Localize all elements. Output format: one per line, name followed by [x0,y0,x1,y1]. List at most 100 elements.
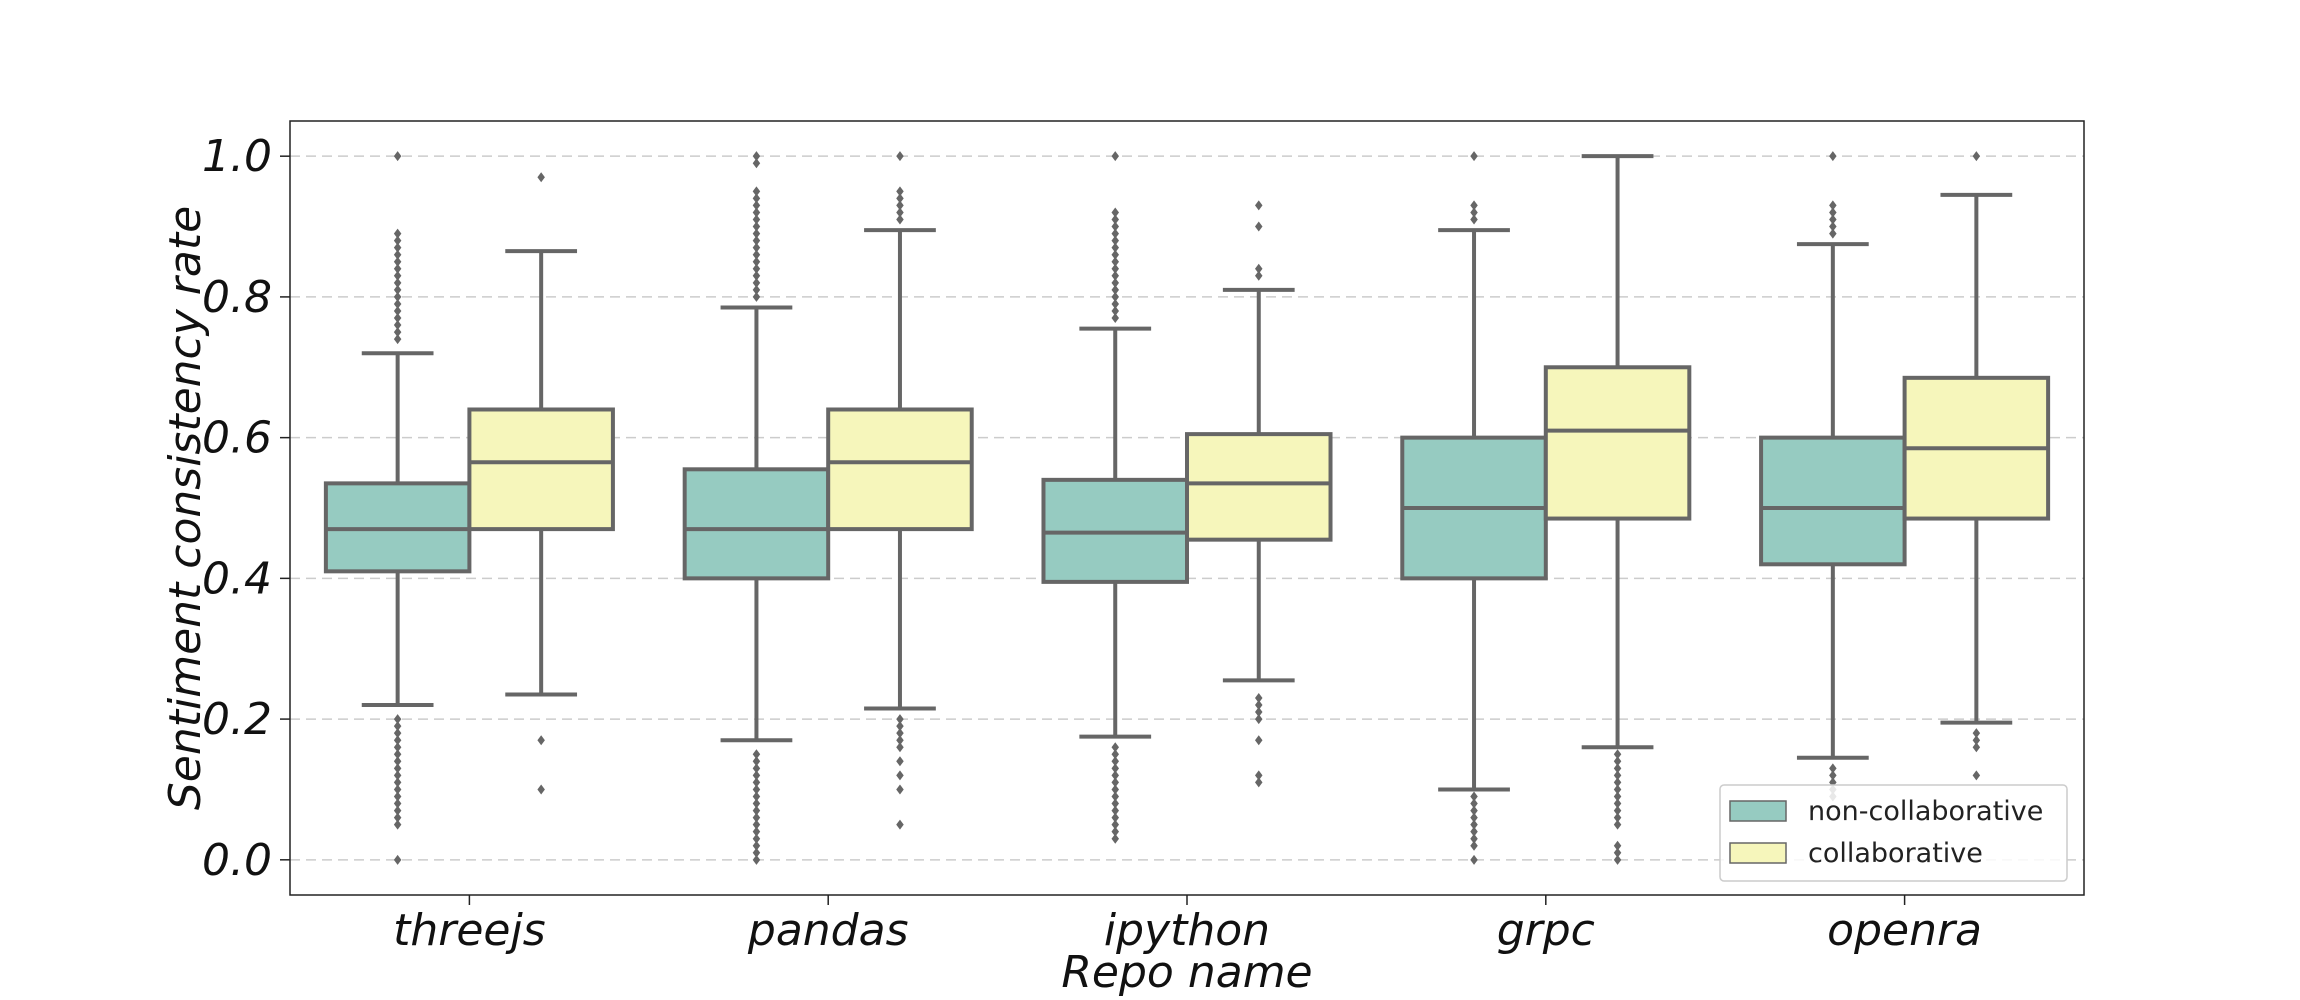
outlier-point [393,327,402,338]
outlier-point [1255,707,1263,718]
outlier-point [752,763,761,774]
x-tick-label-threejs: threejs [393,905,546,956]
outlier-point [1470,826,1478,837]
outlier-point [896,151,904,162]
outlier-point [752,263,761,274]
outlier-point [393,320,402,331]
box-non-collaborative-ipython [1041,151,1189,844]
box-body [467,407,615,532]
outlier-point [1613,812,1622,823]
box-body [682,467,831,581]
outlier-point [896,193,904,204]
outlier-point [1470,791,1478,802]
outlier-point [1972,735,1981,746]
outlier-point [1111,263,1119,274]
outlier-point [1111,291,1119,302]
outlier-point [896,735,904,746]
outlier-point [1613,777,1622,788]
outlier-point [393,263,402,274]
y-axis: 0.0 0.2 0.4 0.6 0.8 1.0 [202,131,290,886]
outlier-point [1111,791,1119,802]
outlier-point [393,749,402,760]
outlier-point [393,284,402,295]
outlier-point [393,735,402,746]
outlier-point [1111,826,1119,837]
outlier-point [393,249,402,260]
box-body [1543,365,1692,521]
outlier-point [1111,763,1119,774]
outlier-point [752,826,761,837]
outlier-point [896,186,904,197]
box-non-collaborative-pandas [682,151,831,865]
outlier-point [1613,805,1622,816]
outlier-point [1470,854,1478,865]
outlier-point [393,854,402,865]
box-collaborative-pandas [826,151,974,830]
outlier-point [752,256,761,267]
outlier-point [1972,151,1981,162]
outlier-point [1470,200,1478,211]
outlier-point [752,756,761,767]
outlier-point [896,770,904,781]
box-plot-series [323,151,2051,865]
outlier-point [1111,151,1119,162]
outlier-point [752,291,761,302]
outlier-point [1111,784,1119,795]
outlier-point [1613,756,1622,767]
box-collaborative-threejs [467,172,615,795]
outlier-point [1829,228,1837,239]
outlier-point [752,770,761,781]
outlier-point [896,721,904,732]
outlier-point [1111,805,1119,816]
outlier-point [752,847,761,858]
outlier-point [752,228,761,239]
outlier-point [1111,284,1119,295]
outlier-point [393,270,402,281]
outlier-point [1972,742,1981,753]
outlier-point [1111,742,1119,753]
y-tick-label-0.6: 0.6 [202,413,272,464]
outlier-point [393,756,402,767]
outlier-point [1111,298,1119,309]
outlier-point [1470,819,1478,830]
outlier-point [1613,763,1622,774]
outlier-point [752,819,761,830]
outlier-point [752,200,761,211]
outlier-point [1470,214,1478,225]
outlier-point [1613,749,1622,760]
outlier-point [393,819,402,830]
outlier-point [1111,833,1119,844]
outlier-point [1111,249,1119,260]
outlier-point [1255,270,1263,281]
outlier-point [1111,798,1119,809]
outlier-point [752,284,761,295]
x-axis-title: Repo name [1061,947,1312,998]
outlier-point [1255,777,1263,788]
outlier-point [393,151,402,162]
y-tick-label-0.2: 0.2 [202,694,272,745]
outlier-point [896,214,904,225]
outlier-point [752,186,761,197]
outlier-point [1255,692,1263,703]
legend-swatch-non-collaborative [1729,800,1787,822]
outlier-point [896,728,904,739]
box-collaborative-openra [1902,151,2051,781]
outlier-point [1111,207,1119,218]
outlier-point [393,305,402,316]
outlier-point [393,242,402,253]
outlier-point [752,207,761,218]
box-body [826,407,974,532]
outlier-point [1111,770,1119,781]
outlier-point [1829,207,1837,218]
outlier-point [1470,207,1478,218]
y-tick-label-0.8: 0.8 [202,272,272,323]
outlier-point [1829,770,1837,781]
outlier-point [1111,235,1119,246]
outlier-point [393,334,402,345]
outlier-point [752,193,761,204]
outlier-point [393,235,402,246]
box-collaborative-ipython [1185,200,1333,788]
outlier-point [393,770,402,781]
x-tick-label-grpc: grpc [1497,905,1595,956]
